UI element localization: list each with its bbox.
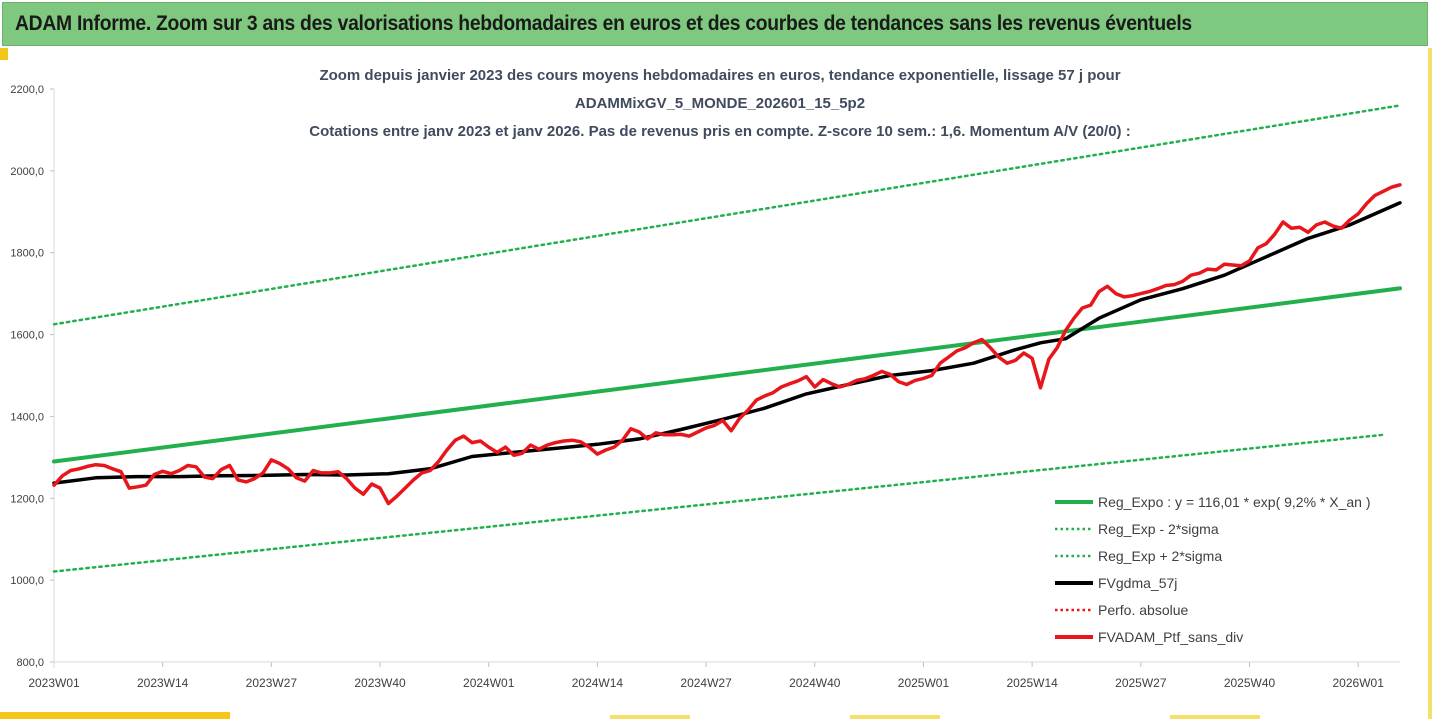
chart-title: Zoom depuis janvier 2023 des cours moyen… (309, 67, 1130, 140)
series-layer (52, 104, 1402, 573)
legend-item-perfo-absolue: Perfo. absolue (1055, 602, 1188, 618)
x-tick-label: 2025W40 (1224, 676, 1276, 690)
legend-item-reg-exp-plus: Reg_Exp + 2*sigma (1055, 548, 1222, 564)
series-fvgdma (52, 201, 1402, 485)
x-tick-label: 2025W27 (1115, 676, 1167, 690)
series-reg-exp-minus (52, 433, 1385, 573)
x-tick-label: 2024W40 (789, 676, 841, 690)
x-axis: 2023W01 2023W14 2023W27 2023W40 2024W01 2024W… (28, 662, 1384, 690)
series-fvadam (52, 183, 1402, 506)
x-tick-label: 2026W01 (1333, 676, 1385, 690)
y-tick-label: 1000,0 (10, 575, 44, 587)
legend-label-reg-exp-minus: Reg_Exp - 2*sigma (1098, 521, 1219, 537)
legend-label-perfo-absolue: Perfo. absolue (1098, 602, 1188, 618)
x-tick-label: 2025W14 (1006, 676, 1058, 690)
y-tick-label: 800,0 (16, 657, 44, 669)
chart-title-line-3: Cotations entre janv 2023 et janv 2026. … (309, 123, 1130, 140)
x-tick-label: 2024W01 (463, 676, 515, 690)
y-tick-label: 1800,0 (10, 248, 44, 260)
x-tick-label: 2023W14 (137, 676, 189, 690)
y-tick-label: 2000,0 (10, 166, 44, 178)
legend-label-reg-expo: Reg_Expo : y = 116,01 * exp( 9,2% * X_an… (1098, 494, 1371, 510)
x-tick-label: 2025W01 (898, 676, 950, 690)
y-tick-label: 1400,0 (10, 411, 44, 423)
series-reg-exp-plus (52, 104, 1402, 326)
decorative-stripe (0, 48, 8, 60)
legend-item-fvadam: FVADAM_Ptf_sans_div (1055, 629, 1243, 645)
y-tick-label: 1600,0 (10, 330, 44, 342)
x-tick-label: 2024W27 (680, 676, 732, 690)
legend-item-reg-expo: Reg_Expo : y = 116,01 * exp( 9,2% * X_an… (1055, 494, 1371, 510)
legend: Reg_Expo : y = 116,01 * exp( 9,2% * X_an… (1055, 494, 1371, 645)
y-tick-label: 1200,0 (10, 493, 44, 505)
chart-title-line-1: Zoom depuis janvier 2023 des cours moyen… (319, 67, 1120, 84)
decorative-stripe (1428, 48, 1432, 719)
legend-item-fvgdma: FVgdma_57j (1055, 575, 1177, 591)
legend-label-fvgdma: FVgdma_57j (1098, 575, 1177, 591)
report-title: ADAM Informe. Zoom sur 3 ans des valoris… (15, 12, 1192, 35)
x-tick-label: 2023W27 (246, 676, 298, 690)
decorative-stripe (1170, 715, 1260, 719)
valuation-chart: Zoom depuis janvier 2023 des cours moyen… (10, 67, 1402, 690)
legend-item-reg-exp-minus: Reg_Exp - 2*sigma (1055, 521, 1219, 537)
x-tick-label: 2023W01 (28, 676, 80, 690)
x-tick-label: 2024W14 (572, 676, 624, 690)
report-header: ADAM Informe. Zoom sur 3 ans des valoris… (2, 2, 1428, 46)
x-tick-label: 2023W40 (354, 676, 406, 690)
decorative-stripe (850, 715, 940, 719)
legend-label-fvadam: FVADAM_Ptf_sans_div (1098, 629, 1243, 645)
chart-title-line-2: ADAMMixGV_5_MONDE_202601_15_5p2 (575, 95, 865, 112)
legend-label-reg-exp-plus: Reg_Exp + 2*sigma (1098, 548, 1222, 564)
series-reg-expo (52, 286, 1402, 464)
decorative-stripe (0, 712, 230, 719)
y-tick-label: 2200,0 (10, 84, 44, 96)
decorative-stripe (610, 715, 690, 719)
y-axis: 800,0 1000,0 1200,0 1400,0 1600,0 1800,0 2000,… (10, 84, 54, 669)
